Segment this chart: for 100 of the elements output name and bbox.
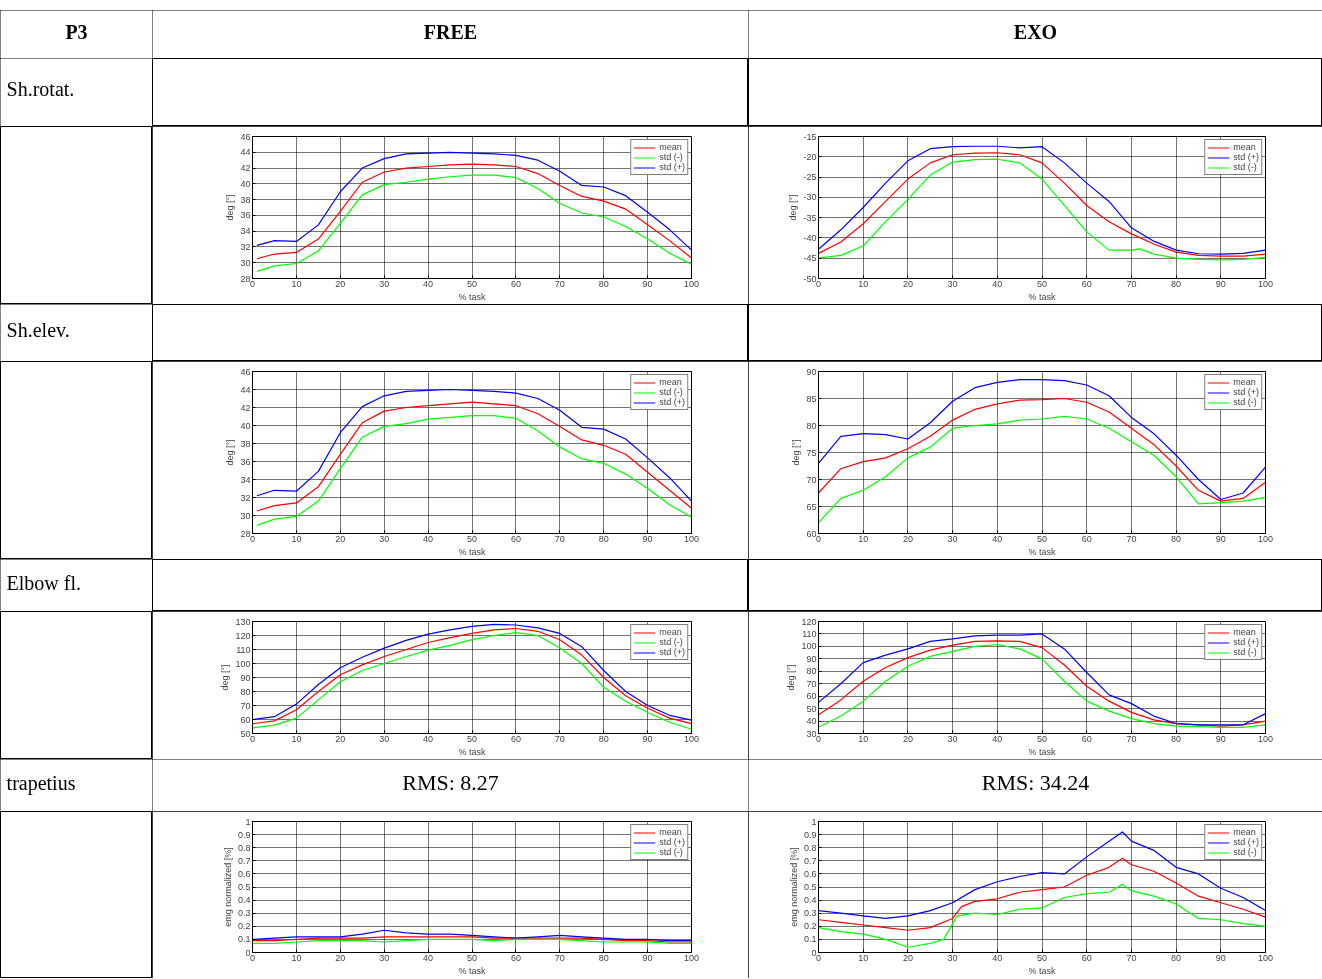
y-tick-label: 0.4 — [803, 895, 817, 906]
y-tick-label: -50 — [803, 273, 817, 284]
y-tick-label: 36 — [240, 210, 251, 221]
x-axis-title: % task — [458, 546, 486, 557]
y-tick-label: 0.1 — [237, 934, 251, 945]
legend-label: std (-) — [1233, 162, 1257, 172]
x-tick-label: 30 — [379, 533, 390, 544]
y-tick-label: 0.5 — [237, 882, 251, 892]
y-tick-label: 38 — [240, 194, 251, 205]
y-tick-label: 0.5 — [803, 882, 817, 892]
x-tick-label: 70 — [1126, 533, 1137, 544]
legend-label: std (-) — [659, 152, 683, 162]
x-tick-label: 60 — [510, 533, 521, 544]
x-tick-label: 100 — [1257, 733, 1274, 744]
x-tick-label: 30 — [379, 278, 390, 289]
text: EXO — [1013, 21, 1058, 44]
x-tick-label: 100 — [683, 733, 700, 744]
legend-label: mean — [659, 377, 682, 387]
x-tick-label: 40 — [992, 278, 1003, 289]
line-series — [818, 857, 1266, 931]
y-tick-label: 28 — [240, 528, 251, 539]
x-tick-label: 20 — [335, 952, 346, 963]
x-axis-title: % task — [1028, 546, 1056, 557]
x-tick-label: 20 — [902, 733, 913, 744]
x-tick-label: 40 — [423, 278, 434, 289]
legend-label: std (+) — [1233, 387, 1259, 397]
x-tick-label: 80 — [1171, 278, 1182, 289]
x-tick-label: 90 — [1215, 533, 1226, 544]
y-tick-label: 44 — [240, 384, 251, 395]
x-tick-label: 70 — [1126, 952, 1137, 963]
x-tick-label: 100 — [683, 533, 700, 544]
x-tick-label: 30 — [947, 952, 958, 963]
legend-label: mean — [1233, 377, 1256, 387]
line-series — [818, 397, 1266, 502]
x-tick-label: 40 — [423, 733, 434, 744]
line-series — [256, 388, 692, 502]
x-tick-label: 30 — [379, 952, 390, 963]
x-axis-title: % task — [1028, 746, 1056, 757]
x-tick-label: 30 — [947, 733, 958, 744]
x-tick-label: 70 — [554, 733, 565, 744]
x-tick-label: 100 — [683, 952, 700, 963]
y-tick-label: 50 — [806, 703, 817, 714]
y-tick-label: 34 — [240, 226, 251, 237]
legend-label: mean — [659, 627, 682, 637]
y-tick-label: 34 — [240, 474, 251, 485]
line-series — [818, 883, 1266, 948]
legend-label: std (-) — [1233, 847, 1257, 857]
x-tick-label: 50 — [1036, 952, 1048, 963]
y-tick-label: 42 — [240, 402, 251, 413]
y-tick-label: 90 — [240, 672, 251, 683]
line-series — [818, 831, 1266, 920]
x-axis-title: % task — [458, 746, 486, 757]
y-tick-label: 32 — [240, 492, 251, 503]
x-tick-label: 40 — [423, 533, 434, 544]
y-tick-label: 60 — [806, 691, 817, 702]
x-tick-label: 10 — [858, 278, 869, 289]
x-tick-label: 60 — [510, 952, 521, 963]
y-axis-title: deg [°] — [788, 194, 799, 221]
y-tick-label: 110 — [236, 644, 251, 655]
x-tick-label: 20 — [902, 952, 913, 963]
x-axis-title: % task — [1028, 291, 1056, 302]
text: Sh.rotat. — [6, 78, 75, 101]
x-tick-label: 50 — [466, 733, 478, 744]
y-tick-label: 100 — [801, 641, 817, 652]
legend-label: std (+) — [659, 162, 685, 172]
x-tick-label: 50 — [466, 533, 478, 544]
y-tick-label: 36 — [240, 456, 251, 467]
y-tick-label: 80 — [240, 686, 251, 697]
y-tick-label: 100 — [235, 658, 251, 669]
y-tick-label: 80 — [806, 666, 817, 677]
x-tick-label: 20 — [335, 533, 346, 544]
legend-label: mean — [659, 142, 682, 152]
x-tick-label: 60 — [1081, 733, 1092, 744]
x-tick-label: 30 — [947, 533, 958, 544]
y-tick-label: 90 — [806, 653, 817, 664]
x-axis-title: % task — [458, 965, 486, 976]
x-tick-label: 30 — [379, 733, 390, 744]
x-tick-label: 70 — [554, 533, 565, 544]
y-tick-label: 60 — [240, 714, 251, 725]
x-tick-label: 40 — [992, 533, 1003, 544]
y-tick-label: -35 — [803, 212, 817, 223]
text: Sh.elev. — [6, 319, 70, 342]
text: trapetius — [6, 771, 76, 795]
y-tick-label: 0.2 — [803, 921, 817, 932]
line-series — [256, 174, 692, 272]
x-tick-label: 50 — [1036, 533, 1048, 544]
legend-label: std (-) — [659, 387, 683, 397]
y-tick-label: 40 — [806, 716, 817, 727]
legend-label: mean — [1233, 627, 1256, 637]
y-tick-label: 1 — [245, 816, 251, 827]
legend-label: std (-) — [1233, 397, 1257, 407]
y-axis-title: deg [°] — [791, 439, 802, 466]
legend-label: mean — [1233, 827, 1256, 837]
line-series — [818, 379, 1266, 501]
text: Elbow fl. — [6, 571, 82, 594]
x-tick-label: 10 — [291, 533, 302, 544]
y-tick-label: 28 — [240, 273, 251, 284]
x-tick-label: 100 — [1257, 278, 1274, 289]
x-tick-label: 60 — [1081, 533, 1092, 544]
x-axis-title: % task — [1028, 965, 1056, 976]
